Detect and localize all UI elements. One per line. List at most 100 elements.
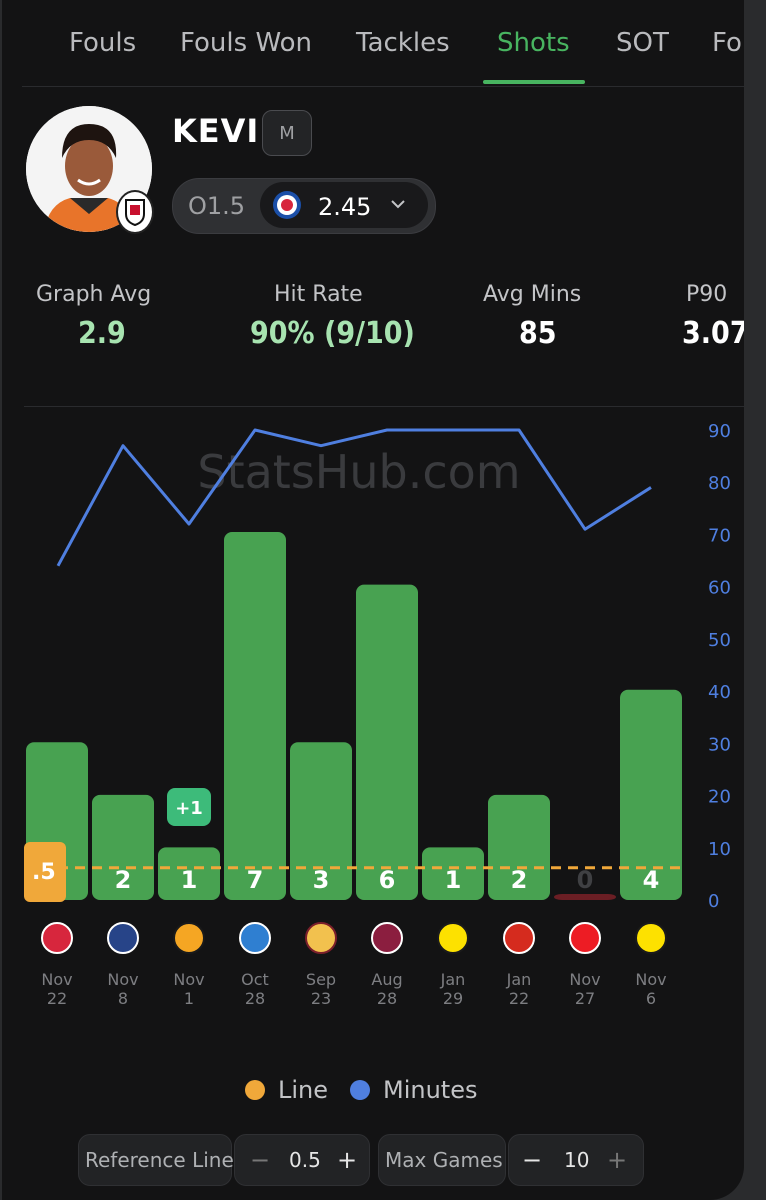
shot-value-label: 1 bbox=[181, 866, 198, 894]
match-day-label: 28 bbox=[245, 989, 265, 1008]
team-crest-icon bbox=[371, 922, 403, 954]
team-crest-icon bbox=[569, 922, 601, 954]
club-crest-icon bbox=[116, 190, 154, 234]
avg-mins-value: 85 bbox=[519, 316, 557, 351]
hit-rate-label: Hit Rate bbox=[274, 282, 363, 307]
shot-bar bbox=[92, 794, 154, 900]
minutes-line bbox=[56, 428, 652, 567]
stat-tabs: Fouls Fouls Won Tackles Shots SOT Fo bbox=[22, 0, 744, 87]
shot-value-label: 2 bbox=[115, 866, 132, 894]
player-photo-icon bbox=[26, 106, 152, 232]
match-month-label: Jan bbox=[440, 970, 466, 989]
minutes-axis-tick: 10 bbox=[708, 839, 731, 860]
minutes-axis-tick: 90 bbox=[708, 421, 731, 442]
line-label: O1.5 bbox=[188, 192, 246, 220]
match-month-label: Sep bbox=[306, 970, 336, 989]
bookmaker-icon bbox=[273, 191, 301, 219]
reference-line-tag bbox=[24, 842, 66, 902]
odds-value: 2.45 bbox=[318, 193, 372, 221]
reference-line-label: Reference Line bbox=[85, 1148, 234, 1172]
graph-avg-label: Graph Avg bbox=[36, 282, 152, 307]
team-crest-icon bbox=[305, 922, 337, 954]
team-crest-icon bbox=[635, 922, 667, 954]
minutes-axis-tick: 60 bbox=[708, 578, 731, 599]
active-tab-indicator bbox=[483, 80, 585, 84]
reference-line-increment-button[interactable]: + bbox=[336, 1146, 358, 1174]
shot-value-label: 3 bbox=[313, 866, 330, 894]
reference-line-stepper bbox=[234, 1134, 370, 1186]
reference-line-value: 0.5 bbox=[289, 1148, 321, 1172]
shots-chart: StatsHub.com9080706050403020100321736120… bbox=[24, 421, 731, 1008]
shot-bar bbox=[290, 742, 352, 900]
bonus-badge bbox=[167, 788, 211, 826]
match-day-label: 6 bbox=[646, 989, 656, 1008]
match-month-label: Nov bbox=[41, 970, 72, 989]
match-month-label: Nov bbox=[173, 970, 204, 989]
minutes-axis-tick: 80 bbox=[708, 473, 731, 494]
hit-rate-value: 90% (9/10) bbox=[250, 316, 415, 351]
p90-value: 3.07 bbox=[682, 316, 744, 351]
match-month-label: Aug bbox=[371, 970, 402, 989]
graph-avg-value: 2.9 bbox=[78, 316, 126, 351]
stats-panel: Fouls Fouls Won Tackles Shots SOT Fo KEV… bbox=[2, 0, 744, 1200]
match-day-label: 8 bbox=[118, 989, 128, 1008]
shot-bar bbox=[158, 847, 220, 900]
shot-value-label: 0 bbox=[577, 866, 594, 894]
shot-bar bbox=[488, 794, 550, 900]
max-games-value: 10 bbox=[564, 1148, 590, 1172]
shot-value-label: 7 bbox=[247, 866, 264, 894]
team-crest-icon bbox=[239, 922, 271, 954]
shot-bar bbox=[356, 584, 418, 900]
shot-value-label: 4 bbox=[643, 866, 660, 894]
match-day-label: 28 bbox=[377, 989, 397, 1008]
minutes-axis-tick: 0 bbox=[708, 891, 719, 912]
tab-sot[interactable]: SOT bbox=[616, 28, 669, 58]
match-month-label: Nov bbox=[569, 970, 600, 989]
shot-bar bbox=[224, 532, 286, 900]
match-month-label: Nov bbox=[107, 970, 138, 989]
shot-bar bbox=[554, 894, 616, 900]
tab-fouls[interactable]: Fouls bbox=[69, 28, 137, 58]
team-crest-icon bbox=[107, 922, 139, 954]
tab-fouls-truncated[interactable]: Fo bbox=[712, 28, 742, 58]
reference-line-control bbox=[78, 1134, 232, 1186]
shot-value-label: 1 bbox=[445, 866, 462, 894]
match-month-label: Nov bbox=[635, 970, 666, 989]
tab-tackles[interactable]: Tackles bbox=[356, 28, 450, 58]
match-day-label: 27 bbox=[575, 989, 595, 1008]
match-month-label: Jan bbox=[506, 970, 532, 989]
player-avatar bbox=[26, 106, 152, 232]
match-month-label: Oct bbox=[241, 970, 269, 989]
line-legend-icon bbox=[245, 1080, 265, 1100]
minutes-axis-tick: 20 bbox=[708, 787, 731, 808]
watermark-text: StatsHub.com bbox=[197, 445, 520, 499]
tab-shots[interactable]: Shots bbox=[497, 28, 570, 58]
section-divider bbox=[24, 406, 744, 407]
chevron-down-icon bbox=[391, 200, 405, 209]
shot-value-label: 6 bbox=[379, 866, 396, 894]
max-games-decrement-button[interactable]: − bbox=[521, 1146, 543, 1174]
team-crest-icon bbox=[41, 922, 73, 954]
max-games-control bbox=[378, 1134, 506, 1186]
reference-line-tag-label: .5 bbox=[32, 860, 56, 885]
max-games-label: Max Games bbox=[385, 1148, 503, 1172]
max-games-stepper bbox=[508, 1134, 644, 1186]
team-crest-icon bbox=[437, 922, 469, 954]
line-legend-label: Line bbox=[278, 1076, 329, 1104]
minutes-axis-tick: 50 bbox=[708, 630, 731, 651]
bonus-label: +1 bbox=[175, 798, 203, 819]
reference-line-decrement-button[interactable]: − bbox=[249, 1146, 271, 1174]
tab-fouls-won[interactable]: Fouls Won bbox=[180, 28, 313, 58]
avg-mins-label: Avg Mins bbox=[483, 282, 582, 307]
team-crest-icon bbox=[173, 922, 205, 954]
max-games-increment-button[interactable]: + bbox=[606, 1146, 628, 1174]
shot-value-label: 2 bbox=[511, 866, 528, 894]
minutes-axis-tick: 30 bbox=[708, 734, 731, 755]
match-day-label: 23 bbox=[311, 989, 331, 1008]
minutes-axis-tick: 40 bbox=[708, 682, 731, 703]
match-day-label: 1 bbox=[184, 989, 194, 1008]
team-crest-icon bbox=[503, 922, 535, 954]
shot-bar bbox=[620, 689, 682, 900]
minutes-legend-label: Minutes bbox=[383, 1076, 478, 1104]
position-badge: M bbox=[262, 110, 312, 156]
